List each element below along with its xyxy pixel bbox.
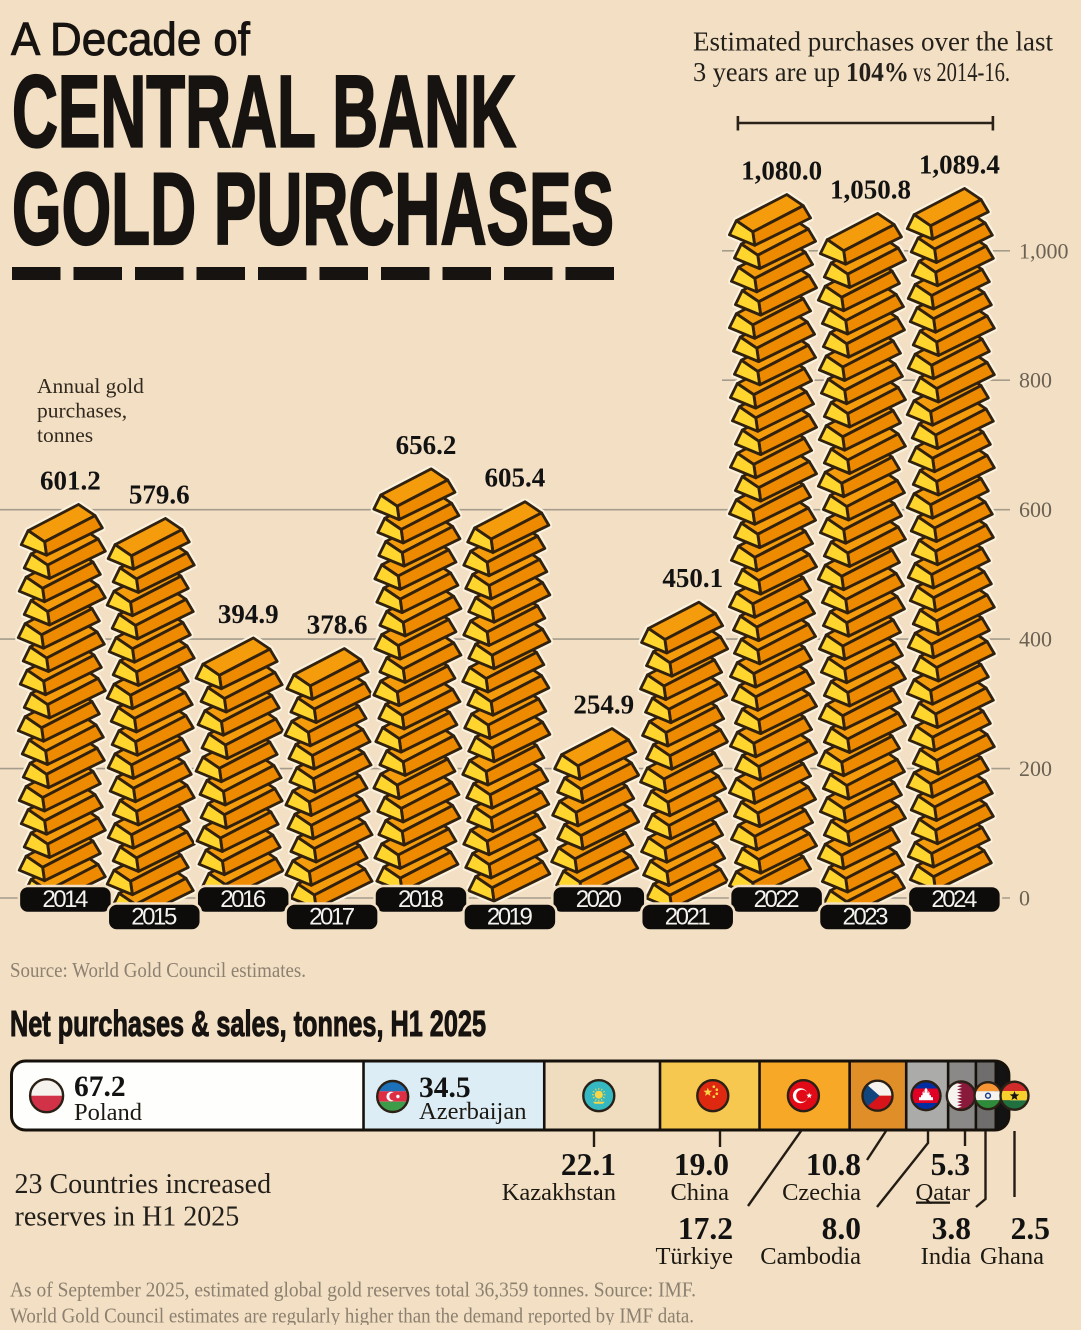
svg-text:605.4: 605.4 (485, 463, 546, 493)
svg-text:Annual gold: Annual gold (37, 374, 144, 398)
svg-text:19.0: 19.0 (674, 1147, 729, 1182)
svg-text:67.2: 67.2 (74, 1071, 126, 1103)
svg-text:Cambodia: Cambodia (760, 1243, 861, 1270)
svg-text:1,050.8: 1,050.8 (830, 174, 911, 204)
svg-text:23 Countries increased: 23 Countries increased (15, 1169, 272, 1200)
svg-text:Czechia: Czechia (782, 1179, 861, 1206)
svg-text:Source: World Gold Council est: Source: World Gold Council estimates. (10, 958, 306, 982)
svg-text:tonnes: tonnes (37, 423, 93, 447)
svg-text:Kazakhstan: Kazakhstan (502, 1179, 616, 1206)
svg-text:Azerbaijan: Azerbaijan (419, 1098, 526, 1125)
svg-text:1,080.0: 1,080.0 (741, 156, 822, 186)
svg-text:5.3: 5.3 (931, 1147, 970, 1182)
svg-text:Poland: Poland (74, 1099, 142, 1126)
svg-text:1,089.4: 1,089.4 (919, 149, 1000, 179)
svg-text:394.9: 394.9 (218, 599, 279, 629)
svg-text:450.1: 450.1 (662, 563, 723, 593)
svg-text:2021: 2021 (665, 904, 711, 931)
svg-text:Ghana: Ghana (980, 1243, 1044, 1270)
svg-text:400: 400 (1019, 627, 1052, 652)
svg-text:2023: 2023 (843, 904, 889, 931)
svg-text:2016: 2016 (220, 886, 266, 913)
svg-text:2017: 2017 (309, 904, 355, 931)
svg-text:Türkiye: Türkiye (655, 1243, 733, 1270)
svg-text:purchases,: purchases, (37, 399, 127, 423)
svg-text:China: China (670, 1179, 729, 1206)
svg-text:2020: 2020 (576, 886, 622, 913)
svg-text:A Decade of: A Decade of (11, 13, 250, 65)
svg-text:2014: 2014 (42, 886, 88, 913)
svg-text:17.2: 17.2 (678, 1211, 733, 1246)
svg-text:As of September 2025, estimate: As of September 2025, estimated global g… (10, 1278, 696, 1302)
svg-text:1,000: 1,000 (1019, 238, 1069, 263)
svg-text:800: 800 (1019, 368, 1052, 393)
svg-text:reserves in H1 2025: reserves in H1 2025 (15, 1202, 240, 1233)
svg-text:22.1: 22.1 (561, 1147, 616, 1182)
svg-text:India: India (921, 1243, 971, 1270)
svg-text:601.2: 601.2 (40, 465, 101, 495)
svg-text:World Gold Council estimates a: World Gold Council estimates are regular… (10, 1304, 694, 1326)
svg-text:600: 600 (1019, 497, 1052, 522)
svg-text:2024: 2024 (931, 886, 977, 913)
svg-text:8.0: 8.0 (822, 1211, 861, 1246)
svg-text:Net purchases & sales, tonnes,: Net purchases & sales, tonnes, H1 2025 (10, 1003, 486, 1044)
svg-text:10.8: 10.8 (806, 1147, 861, 1182)
svg-text:656.2: 656.2 (396, 430, 457, 460)
svg-text:Estimated purchases over the l: Estimated purchases over the last (693, 26, 1053, 57)
svg-text:579.6: 579.6 (129, 479, 190, 509)
svg-text:2019: 2019 (487, 904, 533, 931)
svg-text:2015: 2015 (131, 904, 177, 931)
svg-text:CENTRAL BANK: CENTRAL BANK (12, 55, 516, 169)
svg-text:34.5: 34.5 (419, 1072, 471, 1104)
svg-text:378.6: 378.6 (307, 610, 368, 640)
svg-text:GOLD PURCHASES: GOLD PURCHASES (12, 152, 614, 266)
svg-text:200: 200 (1019, 756, 1052, 781)
svg-text:0: 0 (1019, 886, 1030, 911)
svg-text:2022: 2022 (754, 886, 800, 913)
svg-text:2018: 2018 (398, 886, 444, 913)
svg-text:2.5: 2.5 (1011, 1211, 1050, 1246)
svg-text:3.8: 3.8 (932, 1211, 971, 1246)
svg-text:254.9: 254.9 (573, 690, 634, 720)
